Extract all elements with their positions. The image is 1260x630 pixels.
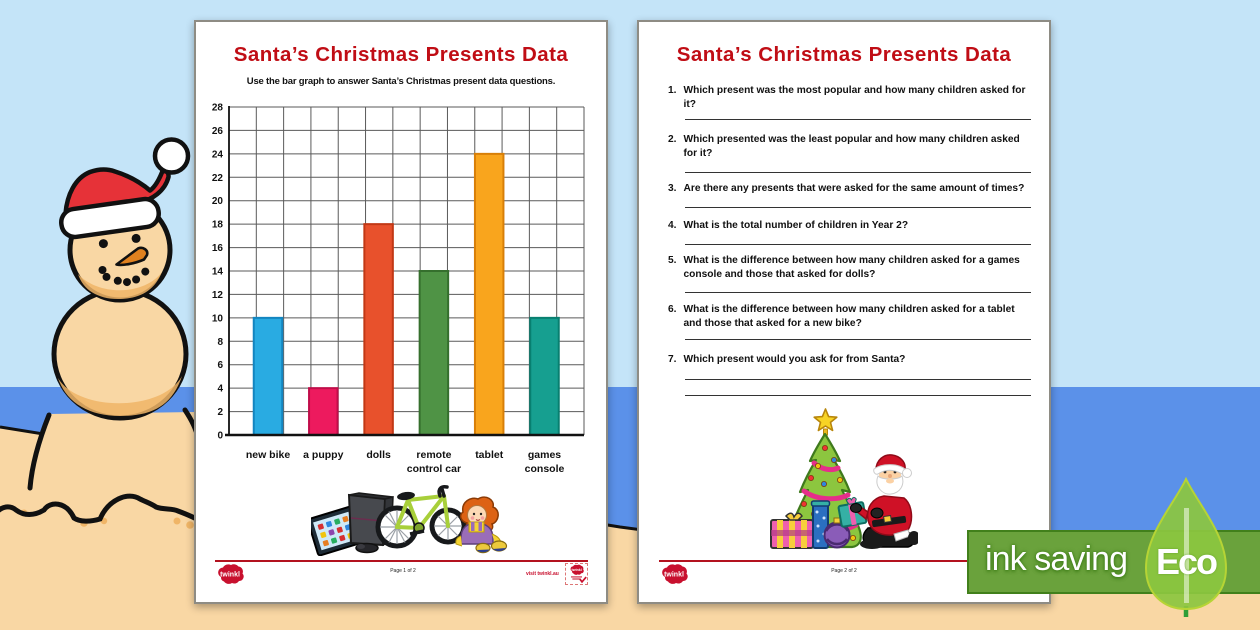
svg-text:tablet: tablet (475, 449, 504, 461)
svg-text:8: 8 (217, 337, 223, 348)
svg-text:4: 4 (217, 384, 223, 395)
svg-text:remote: remote (416, 449, 451, 461)
svg-text:22: 22 (212, 173, 224, 184)
svg-text:24: 24 (212, 149, 224, 160)
svg-text:dolls: dolls (366, 449, 391, 461)
svg-text:28: 28 (212, 103, 224, 114)
svg-text:6: 6 (217, 360, 223, 371)
svg-text:26: 26 (212, 126, 224, 137)
svg-text:14: 14 (212, 267, 224, 278)
svg-text:18: 18 (212, 220, 224, 231)
svg-text:10: 10 (212, 313, 224, 324)
svg-text:2: 2 (217, 407, 223, 418)
svg-text:new bike: new bike (246, 449, 291, 461)
svg-text:control car: control car (407, 463, 461, 475)
svg-text:a puppy: a puppy (303, 449, 343, 461)
svg-text:16: 16 (212, 243, 224, 254)
svg-text:20: 20 (212, 196, 224, 207)
svg-text:games: games (528, 449, 561, 461)
svg-text:console: console (525, 463, 565, 475)
svg-text:0: 0 (217, 431, 223, 442)
svg-text:12: 12 (212, 290, 224, 301)
